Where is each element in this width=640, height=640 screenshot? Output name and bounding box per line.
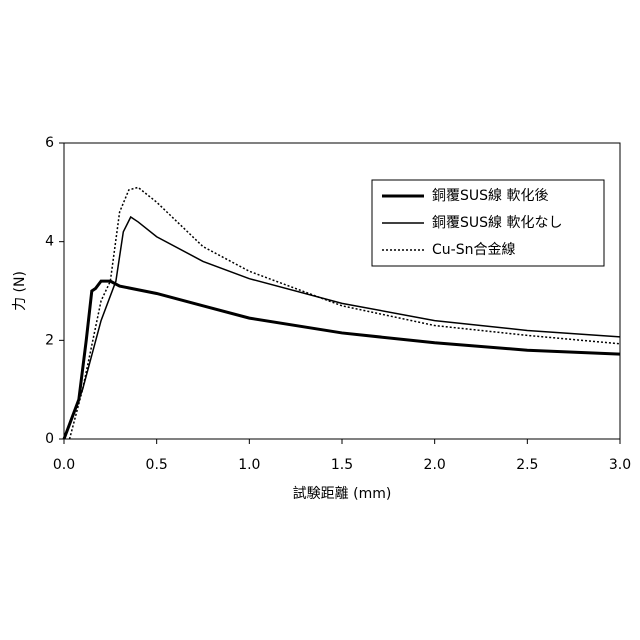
x-tick-label: 2.0 (424, 457, 446, 473)
y-tick-label: 0 (45, 431, 54, 447)
y-axis-label: 力 (N) (12, 271, 28, 311)
x-tick-label: 0.0 (53, 457, 75, 473)
x-axis-label: 試験距離 (mm) (293, 485, 392, 502)
x-tick-label: 0.5 (146, 457, 168, 473)
y-tick-label: 4 (45, 234, 54, 250)
x-tick-label: 3.0 (609, 457, 631, 473)
chart: 試験距離 (mm) 力 (N) 0 2 4 6 0.0 0.5 1.0 1.5 2.0 2.5 3.… (0, 0, 640, 640)
x-tick-label: 1.5 (331, 457, 353, 473)
background (0, 0, 640, 640)
legend-label: 銅覆SUS線 軟化後 (432, 188, 548, 204)
legend-label: 銅覆SUS線 軟化なし (432, 215, 562, 231)
legend-label: Cu-Sn合金線 (432, 242, 515, 258)
y-tick-label: 2 (45, 332, 54, 348)
y-tick-label: 6 (45, 135, 54, 151)
x-tick-label: 2.5 (516, 457, 538, 473)
x-tick-label: 1.0 (238, 457, 260, 473)
